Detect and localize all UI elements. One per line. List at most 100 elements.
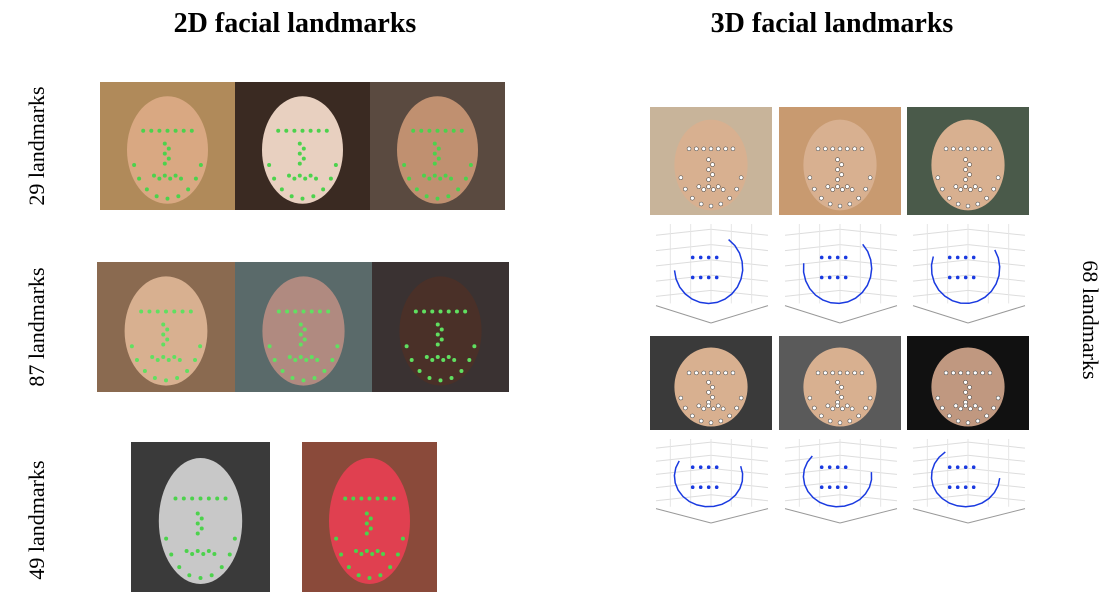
landmark bbox=[365, 522, 369, 526]
landmark bbox=[444, 129, 448, 133]
landmark bbox=[153, 376, 157, 380]
landmark-3d bbox=[699, 485, 703, 489]
landmark bbox=[968, 407, 972, 411]
landmark bbox=[964, 158, 968, 162]
landmark bbox=[210, 573, 214, 577]
landmark bbox=[302, 147, 306, 151]
landmark bbox=[330, 358, 334, 362]
landmark bbox=[728, 196, 732, 200]
landmark bbox=[731, 147, 735, 151]
landmark bbox=[303, 177, 307, 181]
landmark bbox=[290, 376, 294, 380]
landmark-3d bbox=[836, 465, 840, 469]
landmark bbox=[376, 549, 380, 553]
landmark bbox=[467, 358, 471, 362]
landmark bbox=[370, 552, 374, 556]
landmark-3d bbox=[715, 485, 719, 489]
landmark bbox=[369, 517, 373, 521]
landmark bbox=[836, 168, 840, 172]
landmark bbox=[711, 188, 715, 192]
landmark bbox=[848, 202, 852, 206]
landmark bbox=[440, 328, 444, 332]
landmark bbox=[321, 187, 325, 191]
landmark bbox=[988, 147, 992, 151]
landmark bbox=[174, 129, 178, 133]
landmark bbox=[322, 369, 326, 373]
landmark bbox=[735, 406, 739, 410]
landmark bbox=[868, 176, 872, 180]
landmark-3d bbox=[836, 276, 840, 280]
landmark bbox=[707, 178, 711, 182]
landmark bbox=[427, 129, 431, 133]
landmark bbox=[299, 343, 303, 347]
figure-canvas: 2D facial landmarks 3D facial landmarks … bbox=[0, 0, 1107, 592]
landmark bbox=[311, 194, 315, 198]
landmark bbox=[702, 188, 706, 192]
landmark-3d bbox=[715, 276, 719, 280]
landmark-3d bbox=[820, 485, 824, 489]
landmark bbox=[396, 553, 400, 557]
landmark bbox=[707, 158, 711, 162]
landmark bbox=[302, 157, 306, 161]
landmark bbox=[164, 310, 168, 314]
landmark bbox=[347, 565, 351, 569]
landmark bbox=[868, 396, 872, 400]
landmark bbox=[318, 310, 322, 314]
landmark bbox=[694, 147, 698, 151]
landmark bbox=[392, 497, 396, 501]
right-title: 3D facial landmarks bbox=[711, 8, 954, 39]
landmark bbox=[966, 371, 970, 375]
landmark-3d bbox=[836, 256, 840, 260]
landmark bbox=[964, 168, 968, 172]
landmark bbox=[436, 333, 440, 337]
landmark bbox=[709, 371, 713, 375]
landmark bbox=[156, 310, 160, 314]
landmark bbox=[812, 406, 816, 410]
landmark bbox=[455, 310, 459, 314]
landmark bbox=[339, 553, 343, 557]
landmark bbox=[985, 414, 989, 418]
landmark bbox=[334, 537, 338, 541]
landmark bbox=[436, 343, 440, 347]
landmark bbox=[187, 573, 191, 577]
landmark bbox=[411, 129, 415, 133]
landmark bbox=[156, 358, 160, 362]
landmark bbox=[436, 355, 440, 359]
landmark bbox=[694, 371, 698, 375]
landmark bbox=[150, 355, 154, 359]
landmark bbox=[368, 576, 372, 580]
landmark bbox=[940, 187, 944, 191]
landmark-3d bbox=[691, 276, 695, 280]
landmark bbox=[687, 147, 691, 151]
landmark bbox=[683, 406, 687, 410]
landmark bbox=[303, 338, 307, 342]
landmark bbox=[212, 552, 216, 556]
landmark bbox=[724, 371, 728, 375]
landmark bbox=[711, 407, 715, 411]
landmark bbox=[310, 355, 314, 359]
landmark bbox=[354, 549, 358, 553]
landmark bbox=[831, 407, 835, 411]
landmark-3d bbox=[956, 465, 960, 469]
landmark bbox=[351, 497, 355, 501]
landmark bbox=[831, 371, 835, 375]
landmark bbox=[716, 185, 720, 189]
landmark bbox=[845, 371, 849, 375]
landmark bbox=[415, 187, 419, 191]
landmark bbox=[735, 187, 739, 191]
landmark bbox=[189, 310, 193, 314]
landmark bbox=[469, 163, 473, 167]
landmark-3d bbox=[972, 465, 976, 469]
landmark bbox=[381, 552, 385, 556]
landmark bbox=[186, 187, 190, 191]
landmark bbox=[196, 512, 200, 516]
landmark bbox=[418, 369, 422, 373]
landmark bbox=[149, 129, 153, 133]
landmark bbox=[326, 310, 330, 314]
landmark bbox=[721, 407, 725, 411]
face bbox=[159, 458, 242, 584]
landmark bbox=[940, 406, 944, 410]
landmark bbox=[157, 177, 161, 181]
landmark bbox=[201, 552, 205, 556]
landmark bbox=[447, 310, 451, 314]
